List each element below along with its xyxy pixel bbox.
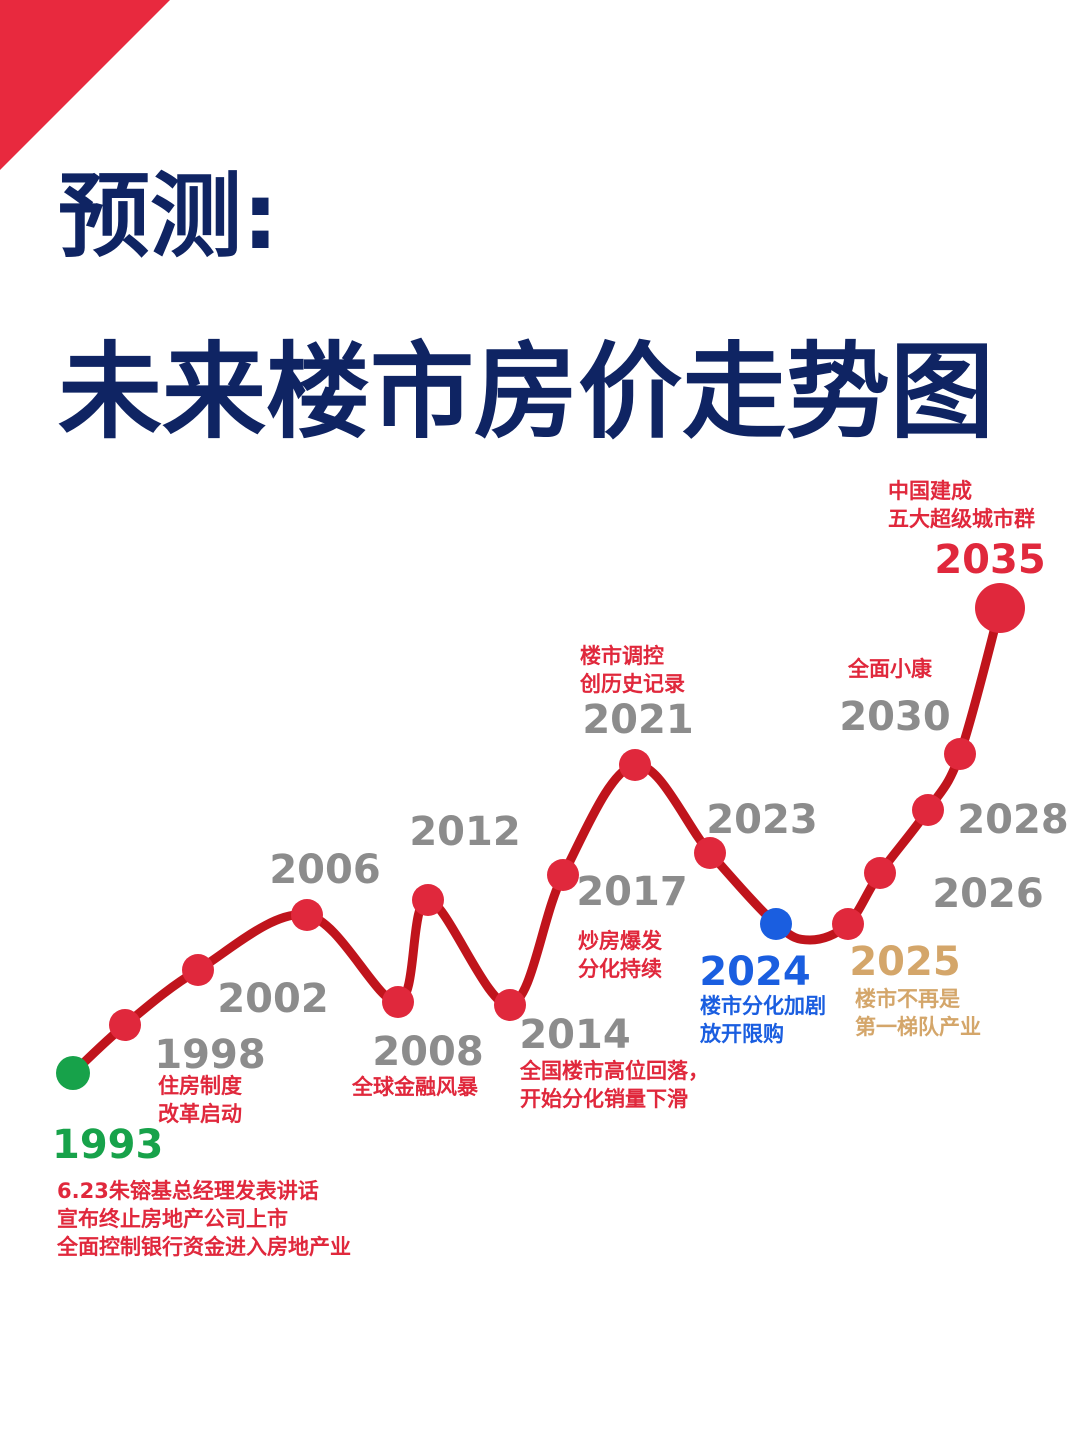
node-year: 2030 — [839, 694, 950, 740]
node-year: 2006 — [269, 847, 380, 893]
node-dot — [694, 837, 726, 869]
node-dot — [291, 899, 323, 931]
title-line: 未来楼市房价走势图 — [58, 331, 994, 453]
node-note: 放开限购 — [699, 1022, 784, 1046]
node-year: 2002 — [217, 976, 328, 1022]
node-year: 2012 — [409, 809, 520, 855]
node-dot — [832, 908, 864, 940]
node-note: 五大超级城市群 — [888, 507, 1035, 531]
node-note: 楼市分化加剧 — [700, 994, 826, 1018]
node-note: 创历史记录 — [579, 672, 685, 696]
node-year: 2021 — [582, 697, 693, 743]
node-note: 全面小康 — [847, 657, 933, 681]
node-year: 2008 — [372, 1029, 483, 1075]
node-note: 全面控制银行资金进入房地产业 — [56, 1235, 351, 1259]
node-year: 2017 — [576, 869, 687, 915]
node-year: 2023 — [706, 797, 817, 843]
node-note: 开始分化销量下滑 — [520, 1087, 688, 1111]
node-year: 1998 — [154, 1032, 265, 1078]
title-line: 预测: — [58, 163, 279, 270]
node-note: 分化持续 — [578, 957, 662, 981]
node-note: 楼市调控 — [580, 644, 664, 668]
node-dot — [864, 857, 896, 889]
node-dot — [912, 794, 944, 826]
node-dot — [760, 908, 792, 940]
node-note: 住房制度 — [158, 1074, 242, 1098]
node-note: 全国楼市高位回落， — [519, 1059, 709, 1083]
node-year: 2025 — [849, 939, 960, 985]
node-dot — [494, 989, 526, 1021]
node-note: 全球金融风暴 — [351, 1075, 479, 1099]
node-dot — [412, 884, 444, 916]
node-dot — [56, 1056, 90, 1090]
node-year: 2035 — [934, 537, 1045, 583]
node-note: 第一梯队产业 — [855, 1015, 981, 1039]
node-dot — [109, 1009, 141, 1041]
node-year: 2026 — [932, 871, 1043, 917]
nodes: 1993 6.23朱镕基总经理发表讲话宣布终止房地产公司上市全面控制银行资金进入房… — [52, 479, 1069, 1259]
node-year: 2028 — [957, 797, 1068, 843]
node-dot — [182, 954, 214, 986]
node-dot — [382, 986, 414, 1018]
node-dot — [944, 738, 976, 770]
node-dot — [547, 859, 579, 891]
corner-decoration — [0, 0, 170, 170]
node-note: 楼市不再是 — [855, 987, 960, 1011]
node-note: 宣布终止房地产公司上市 — [57, 1207, 288, 1231]
node-dot — [975, 583, 1025, 633]
node-note: 中国建成 — [888, 479, 972, 503]
node-year: 1993 — [52, 1122, 163, 1168]
node-dot — [619, 749, 651, 781]
node-note: 炒房爆发 — [578, 929, 663, 953]
node-note: 6.23朱镕基总经理发表讲话 — [57, 1179, 319, 1203]
node-year: 2014 — [519, 1012, 630, 1058]
node-note: 改革启动 — [158, 1102, 242, 1126]
node-year: 2024 — [699, 949, 810, 995]
trend-curve — [68, 603, 1005, 1078]
